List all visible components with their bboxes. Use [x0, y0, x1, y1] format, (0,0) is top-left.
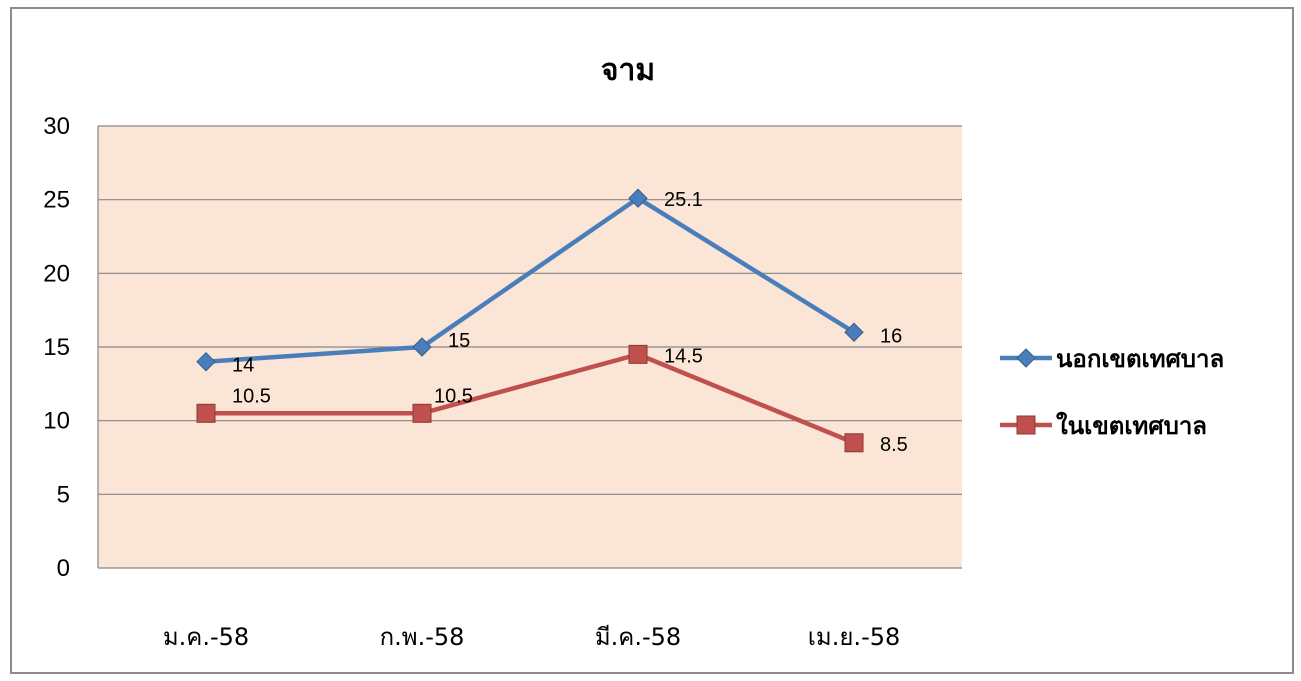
- series-group: 14 15 25.1 16 10.5 10.5 14.5 8.5: [196, 188, 908, 456]
- data-label: 8.5: [880, 434, 908, 456]
- data-label: 10.5: [232, 385, 271, 407]
- x-tick-label: ม.ค.-58: [163, 623, 249, 651]
- legend-label: นอกเขตเทศบาล: [1056, 345, 1224, 373]
- legend-entry-2: ในเขตเทศบาล: [1000, 411, 1207, 440]
- series-1: 14 15 25.1 16: [196, 188, 902, 377]
- legend-marker: [1016, 415, 1036, 435]
- data-point: [844, 433, 864, 453]
- data-label: 14.5: [664, 345, 703, 367]
- data-point: [196, 352, 216, 372]
- series-line: [205, 195, 856, 364]
- data-label: 15: [448, 330, 470, 352]
- legend-label: ในเขตเทศบาล: [1056, 411, 1207, 440]
- y-tick-label: 30: [43, 113, 70, 140]
- legend-marker: [1016, 348, 1036, 368]
- series-2: 10.5 10.5 14.5 8.5: [196, 344, 908, 456]
- data-label: 14: [232, 355, 254, 377]
- x-tick-label: มี.ค.-58: [595, 623, 681, 651]
- data-point: [628, 188, 648, 208]
- series-line: [206, 352, 855, 445]
- data-label: 10.5: [434, 385, 473, 407]
- y-axis: 0 5 10 15 20 25 30: [43, 113, 99, 582]
- y-tick-label: 20: [43, 260, 70, 287]
- y-tick-label: 5: [57, 481, 70, 508]
- data-point: [412, 403, 432, 423]
- data-point: [628, 344, 648, 364]
- y-tick-label: 10: [43, 408, 70, 435]
- data-point: [196, 403, 216, 423]
- gridlines: [98, 125, 962, 495]
- data-label: 25.1: [664, 189, 703, 211]
- y-tick-label: 15: [43, 334, 70, 361]
- y-tick-label: 25: [43, 187, 70, 214]
- data-point: [412, 337, 432, 357]
- data-point: [844, 322, 864, 342]
- y-tick-label: 0: [57, 555, 70, 582]
- x-axis: ม.ค.-58 ก.พ.-58 มี.ค.-58 เม.ย.-58: [98, 567, 962, 651]
- data-label: 16: [880, 325, 902, 347]
- x-tick-label: ก.พ.-58: [380, 623, 465, 651]
- x-tick-label: เม.ย.-58: [808, 623, 901, 651]
- chart-title: จาม: [601, 53, 655, 88]
- legend-entry-1: นอกเขตเทศบาล: [1000, 345, 1224, 373]
